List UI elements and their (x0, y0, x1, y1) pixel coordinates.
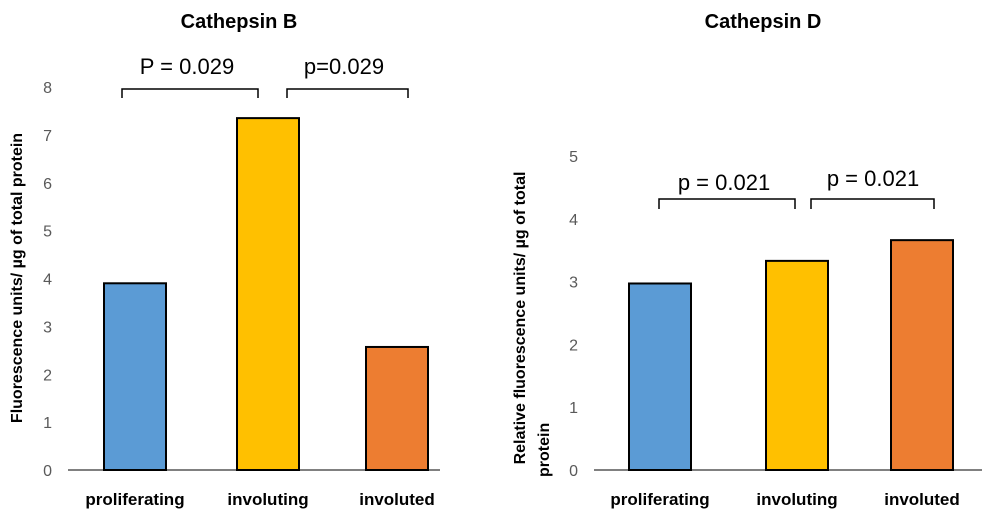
chart-d-y-tick: 4 (569, 212, 578, 229)
chart-b-y-ticks: 0 1 2 3 4 5 6 7 8 (43, 80, 52, 480)
chart-d-categories: proliferating involuting involuted (610, 490, 959, 509)
chart-d-y-axis-label-line-2: protein (536, 423, 553, 477)
chart-b-y-tick: 2 (43, 367, 52, 384)
chart-d-y-tick: 5 (569, 149, 578, 166)
chart-cathepsin-b: Cathepsin B Fluorescence units/ µg of to… (9, 11, 440, 509)
chart-b-bars (103, 117, 429, 472)
chart-b-title: Cathepsin B (181, 11, 298, 33)
chart-b-bracket-2 (286, 88, 409, 98)
chart-b-pvalue-1: P = 0.029 (140, 54, 234, 79)
chart-b-bar-involuting (236, 117, 300, 472)
chart-d-bracket-2 (810, 198, 935, 209)
chart-b-category-label: involuted (359, 490, 435, 509)
chart-b-y-tick: 1 (43, 415, 52, 432)
chart-b-bracket-1 (121, 88, 259, 98)
chart-b-y-tick: 0 (43, 463, 52, 480)
chart-b-y-axis-label: Fluorescence units/ µg of total protein (9, 133, 26, 423)
chart-b-category-label: proliferating (85, 490, 184, 509)
chart-d-bracket-1 (658, 198, 796, 209)
chart-b-y-tick: 8 (43, 80, 52, 97)
chart-b-category-label: involuting (227, 490, 308, 509)
chart-cathepsin-d: Cathepsin D Relative fluorescence units/… (512, 11, 982, 509)
chart-d-category-label: involuted (884, 490, 960, 509)
chart-d-y-tick: 3 (569, 275, 578, 292)
chart-d-pvalue-2: p = 0.021 (827, 166, 919, 191)
chart-d-bar-proliferating (628, 282, 692, 472)
chart-b-y-tick: 6 (43, 176, 52, 193)
chart-d-category-label: proliferating (610, 490, 709, 509)
chart-d-pvalue-1: p = 0.021 (678, 170, 770, 195)
chart-b-pvalue-2: p=0.029 (304, 54, 384, 79)
chart-b-y-tick: 5 (43, 224, 52, 241)
chart-d-y-tick: 1 (569, 400, 578, 417)
chart-d-y-tick: 2 (569, 337, 578, 354)
chart-d-category-label: involuting (756, 490, 837, 509)
chart-d-bars (628, 239, 954, 472)
chart-d-y-tick: 0 (569, 463, 578, 480)
chart-b-y-tick: 7 (43, 128, 52, 145)
chart-d-title: Cathepsin D (705, 11, 822, 33)
chart-b-y-tick: 4 (43, 272, 52, 289)
chart-b-y-tick: 3 (43, 319, 52, 336)
chart-d-bar-involuting (765, 259, 829, 471)
chart-d-y-axis-label-line-1: Relative fluorescence units/ µg of total (512, 172, 529, 465)
chart-d-bar-involuted (890, 239, 954, 471)
chart-b-categories: proliferating involuting involuted (85, 490, 434, 509)
chart-d-y-ticks: 0 1 2 3 4 5 (569, 149, 578, 480)
chart-b-bar-involuted (365, 345, 429, 471)
chart-b-bar-proliferating (103, 282, 167, 471)
